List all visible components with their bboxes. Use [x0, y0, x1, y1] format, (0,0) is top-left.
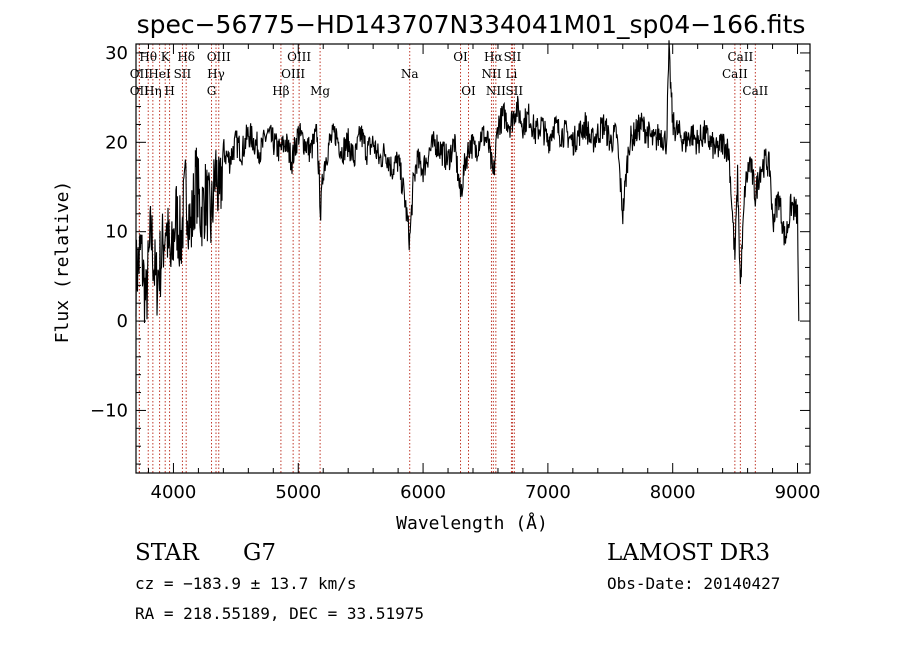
x-tick-label: 4000: [151, 482, 197, 503]
coordinates: RA = 218.55189, DEC = 33.51975: [135, 604, 424, 623]
x-tick-label: 7000: [525, 482, 571, 503]
y-tick-label: 30: [105, 43, 128, 64]
y-tick-label: −10: [90, 400, 128, 421]
spectral-line-label: HeI: [148, 67, 171, 81]
spectral-line-label: CaII: [722, 67, 748, 81]
object-class: STAR: [135, 540, 199, 566]
spectral-line-label: OIII: [207, 50, 231, 64]
x-tick-label: 9000: [775, 482, 821, 503]
spectral-line-label: NII: [481, 67, 501, 81]
spectral-line-label: Hη: [144, 84, 162, 98]
spectral-line-label: OIII: [287, 50, 311, 64]
spectral-line-label: Na: [401, 67, 419, 81]
spectral-line-label: SII: [504, 50, 522, 64]
y-tick-label: 10: [105, 222, 128, 243]
observation-date: Obs-Date: 20140427: [607, 574, 780, 593]
x-tick-label: 8000: [650, 482, 696, 503]
spectral-line-label: OII: [130, 67, 150, 81]
x-axis-label: Wavelength (Å): [396, 512, 548, 534]
info-panel: STAR G7 LAMOST DR3 cz = −183.9 ± 13.7 km…: [135, 540, 780, 623]
spectral-line-label: CaII: [727, 50, 753, 64]
spectral-line-label: Hθ: [139, 50, 157, 64]
spectral-line-label: Li: [506, 67, 518, 81]
spectral-line-label: Hγ: [207, 67, 225, 81]
spectral-line-label: H: [164, 84, 174, 98]
spectral-line-label: K: [161, 50, 171, 64]
spectral-line-label: Hδ: [177, 50, 195, 64]
spectral-line-label: Hβ: [272, 84, 289, 98]
spectral-line-markers: [138, 44, 756, 473]
y-axis-label: Flux (relative): [52, 181, 73, 344]
spectral-line-label: OI: [461, 84, 476, 98]
spectral-line-label: SII: [505, 84, 523, 98]
chart-title: spec−56775−HD143707N334041M01_sp04−166.f…: [137, 10, 806, 39]
spectral-line-label: SII: [174, 67, 192, 81]
x-axis-ticks: 4000 5000 6000 7000 8000 9000: [147, 44, 821, 503]
x-tick-label: 5000: [275, 482, 321, 503]
axes-frame: [135, 43, 811, 474]
spectral-line-label: NII: [486, 84, 506, 98]
survey-name: LAMOST DR3: [607, 540, 770, 566]
spectrum-line: [135, 40, 800, 324]
spectral-line-label: CaII: [742, 84, 768, 98]
spectral-line-label: G: [207, 84, 217, 98]
spectral-line-label: Hα: [484, 50, 503, 64]
spectral-line-label: OIII: [281, 67, 305, 81]
y-tick-label: 20: [105, 132, 128, 153]
spectral-line-label: Mg: [310, 84, 330, 98]
y-axis-ticks: −10 0 10 20 30: [90, 43, 810, 465]
spectral-line-label: OI: [453, 50, 468, 64]
subclass: G7: [243, 540, 276, 566]
x-tick-label: 6000: [400, 482, 446, 503]
spectral-line-label: OII: [130, 84, 150, 98]
y-tick-label: 0: [117, 311, 128, 332]
redshift-cz: cz = −183.9 ± 13.7 km/s: [135, 574, 357, 593]
